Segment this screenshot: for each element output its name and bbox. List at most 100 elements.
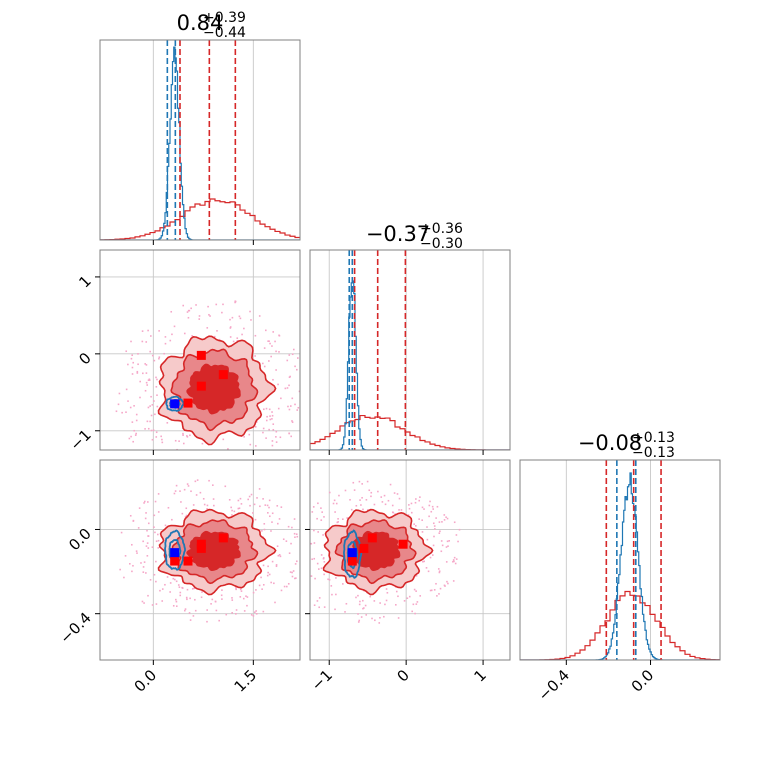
scatter-point: [182, 304, 185, 307]
scatter-point: [196, 479, 199, 481]
scatter-point: [124, 555, 127, 557]
scatter-point: [358, 619, 361, 622]
scatter-point: [318, 597, 321, 599]
scatter-point: [370, 491, 373, 494]
scatter-point: [457, 540, 459, 543]
scatter-point: [147, 379, 150, 382]
scatter-point: [147, 329, 149, 332]
panel-frame: [519, 459, 721, 661]
scatter-point: [229, 327, 232, 329]
scatter-point: [142, 540, 144, 543]
scatter-point: [258, 584, 261, 587]
scatter-point: [238, 507, 241, 510]
scatter-point: [290, 579, 292, 581]
scatter-point: [303, 565, 305, 567]
scatter-point: [361, 483, 363, 485]
scatter-point: [262, 583, 265, 586]
scatter-point: [180, 501, 182, 503]
scatter-point: [334, 511, 336, 513]
scatter-point: [212, 484, 214, 486]
scatter-point: [410, 502, 413, 505]
scatter-point: [166, 422, 169, 424]
scatter-point: [156, 394, 158, 396]
scatter-point: [180, 474, 182, 476]
scatter-point: [397, 617, 400, 619]
scatter-point: [206, 327, 209, 329]
scatter-point: [311, 558, 313, 561]
scatter-point: [414, 612, 416, 615]
scatter-point: [260, 576, 262, 579]
pair-panel-1: [100, 250, 300, 476]
scatter-point: [288, 384, 290, 387]
title-value: −0.37: [366, 222, 430, 246]
scatter-point: [289, 375, 291, 378]
scatter-point: [275, 565, 278, 568]
scatter-point: [188, 612, 191, 614]
scatter-point: [275, 564, 278, 566]
blue-point-marker: [347, 548, 357, 558]
scatter-point: [210, 603, 212, 605]
scatter-point: [221, 311, 223, 314]
scatter-point: [128, 437, 131, 440]
scatter-point: [303, 570, 305, 572]
scatter-point: [383, 615, 385, 618]
scatter-point: [141, 330, 144, 332]
scatter-point: [127, 363, 129, 366]
scatter-point: [121, 411, 123, 414]
scatter-point: [191, 588, 194, 590]
scatter-point: [143, 502, 145, 504]
scatter-point: [383, 494, 386, 497]
scatter-point: [243, 610, 246, 612]
scatter-point: [244, 469, 246, 471]
scatter-point: [130, 543, 133, 546]
scatter-point: [320, 507, 322, 509]
scatter-point: [153, 526, 155, 528]
scatter-point: [280, 506, 283, 508]
scatter-point: [212, 498, 215, 500]
scatter-point: [296, 535, 299, 538]
scatter-point: [430, 510, 433, 513]
scatter-point: [150, 429, 153, 432]
scatter-point: [291, 526, 293, 529]
scatter-point: [254, 453, 256, 455]
scatter-point: [143, 500, 146, 503]
scatter-point: [132, 564, 134, 567]
scatter-point: [178, 469, 180, 471]
scatter-point: [436, 505, 439, 508]
scatter-point: [145, 341, 148, 343]
scatter-point: [337, 518, 339, 520]
scatter-point: [130, 357, 133, 360]
scatter-point: [192, 504, 195, 506]
red-point-marker: [196, 381, 206, 391]
y-tick-label: −0.4: [56, 609, 94, 647]
scatter-point: [164, 524, 167, 527]
scatter-point: [294, 536, 296, 539]
scatter-point: [232, 340, 235, 343]
scatter-point: [145, 545, 148, 547]
scatter-point: [443, 519, 446, 521]
scatter-point: [135, 419, 138, 422]
scatter-point: [158, 357, 160, 360]
red-point-marker: [183, 556, 193, 566]
scatter-point: [185, 596, 188, 599]
scatter-point: [164, 342, 167, 345]
pair-panel-2: [100, 460, 305, 660]
scatter-point: [408, 504, 410, 506]
scatter-point: [276, 545, 279, 547]
scatter-point: [249, 504, 251, 507]
scatter-point: [285, 585, 288, 588]
scatter-point: [255, 589, 257, 591]
scatter-point: [267, 571, 269, 574]
scatter-point: [415, 498, 417, 500]
scatter-point: [391, 511, 394, 514]
scatter-point: [266, 415, 268, 418]
scatter-point: [182, 434, 184, 436]
scatter-point: [206, 504, 209, 507]
scatter-point: [268, 573, 271, 576]
scatter-point: [295, 533, 298, 536]
scatter-point: [364, 604, 367, 607]
scatter-point: [361, 496, 363, 499]
scatter-point: [153, 573, 156, 576]
scatter-point: [362, 599, 364, 602]
scatter-point: [136, 552, 138, 554]
